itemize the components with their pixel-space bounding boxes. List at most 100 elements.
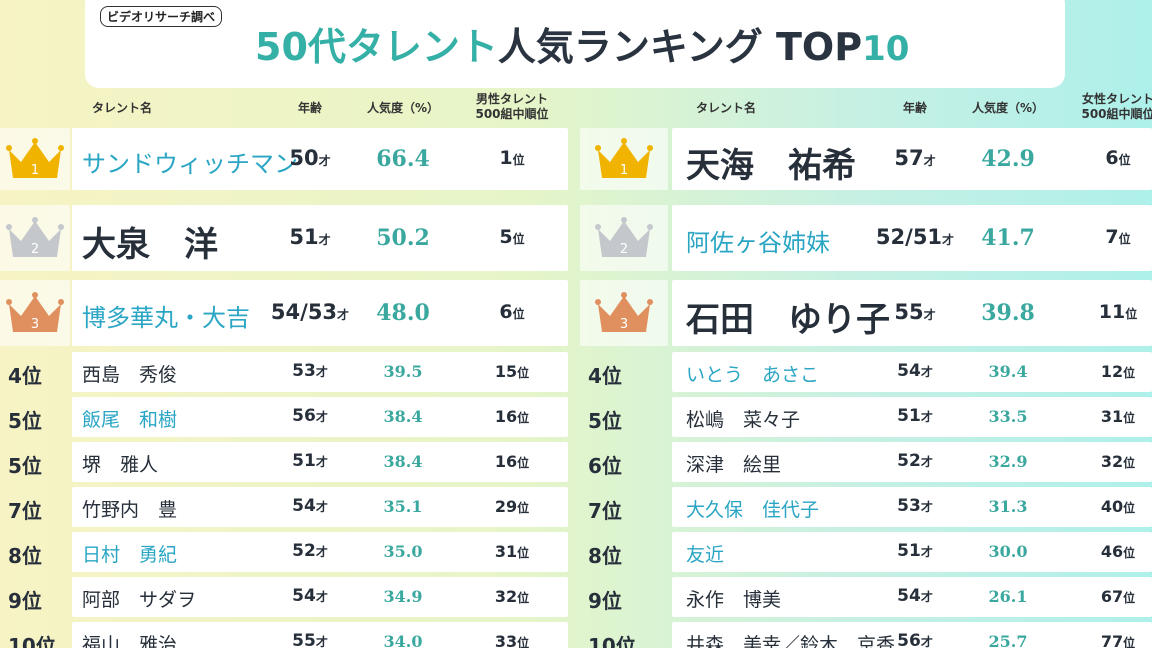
- talent-name: 永作 博美: [686, 589, 782, 612]
- name-cell: [72, 487, 568, 527]
- rank-500-value: 11: [1098, 301, 1126, 324]
- rank-500-unit: 位: [1123, 366, 1136, 381]
- age-unit: 才: [315, 590, 328, 605]
- popularity: 35.1: [383, 497, 423, 517]
- rank-500: 67位: [1068, 587, 1152, 606]
- rank-500: 6位: [1068, 147, 1152, 169]
- age-unit: 才: [920, 500, 933, 515]
- age: 52才: [865, 451, 965, 471]
- popularity: 30.0: [988, 542, 1028, 562]
- popularity: 42.9: [981, 145, 1035, 172]
- rank-500-value: 32: [1100, 452, 1124, 472]
- rank-500-value: 1: [499, 147, 513, 170]
- crown: 1: [6, 138, 64, 178]
- popularity: 66.4: [376, 145, 430, 172]
- logo: ビデオリサーチ調べ: [100, 6, 223, 27]
- age-value: 51: [897, 406, 921, 427]
- rank: 7位: [8, 499, 42, 523]
- talent-name: 博多華丸・大吉: [82, 304, 250, 333]
- column-header: 人気度（%）: [971, 101, 1045, 115]
- crown-rank: 2: [620, 242, 628, 257]
- age-value: 52: [292, 541, 316, 562]
- age-unit: 才: [318, 153, 331, 168]
- age-value: 55: [894, 299, 924, 324]
- name-cell: [672, 577, 1152, 617]
- rank: 7位: [588, 499, 622, 523]
- rank-500-value: 32: [494, 587, 518, 607]
- rank-500: 33位: [462, 632, 562, 648]
- age-unit: 才: [923, 153, 936, 168]
- name-cell: [672, 352, 1152, 392]
- rank-500-value: 29: [494, 497, 518, 517]
- rank-500-value: 67: [1100, 587, 1124, 607]
- age-unit: 才: [920, 545, 933, 560]
- rank-500-unit: 位: [1123, 501, 1136, 516]
- rank-500: 77位: [1068, 632, 1152, 648]
- column-header: 年齢: [297, 101, 322, 115]
- popularity: 34.0: [383, 632, 423, 648]
- popularity: 38.4: [383, 407, 423, 427]
- age-value: 51: [289, 224, 319, 249]
- age: 54才: [865, 361, 965, 381]
- age: 51才: [865, 541, 965, 561]
- rank-500-value: 33: [494, 632, 518, 648]
- age-value: 50: [289, 145, 319, 170]
- rank-500-unit: 位: [1123, 411, 1136, 426]
- name-cell: [72, 205, 568, 271]
- title-box: [85, 0, 1065, 88]
- rank-500: 15位: [462, 362, 562, 381]
- column-header: タレント名: [91, 101, 152, 115]
- age: 57才: [865, 146, 965, 170]
- rank-500-unit: 位: [517, 546, 530, 561]
- name-cell: [672, 205, 1152, 271]
- popularity: 33.5: [988, 407, 1028, 427]
- age: 54才: [260, 586, 360, 606]
- rank-500: 32位: [1068, 452, 1152, 471]
- rank-500: 40位: [1068, 497, 1152, 516]
- age: 53才: [260, 361, 360, 381]
- popularity: 50.2: [376, 224, 430, 251]
- age: 51才: [865, 406, 965, 426]
- name-cell: [672, 622, 1152, 648]
- rank-500-value: 5: [499, 226, 513, 249]
- popularity: 38.4: [383, 452, 423, 472]
- age: 55才: [865, 300, 965, 324]
- title-part: TOP: [775, 25, 863, 69]
- talent-name: 深津 絵里: [686, 454, 782, 477]
- rank-500: 12位: [1068, 362, 1152, 381]
- rank-500-value: 16: [494, 452, 518, 472]
- column-header: タレント名: [695, 101, 756, 115]
- age-unit: 才: [920, 410, 933, 425]
- talent-name: 阿部 サダヲ: [82, 589, 197, 612]
- rank-500-unit: 位: [517, 366, 530, 381]
- rank-500-value: 16: [494, 407, 518, 427]
- rank-500-unit: 位: [517, 456, 530, 471]
- talent-name: 西島 秀俊: [82, 364, 178, 387]
- talent-name: 日村 勇紀: [82, 544, 178, 567]
- popularity: 34.9: [383, 587, 423, 607]
- popularity: 35.0: [383, 542, 423, 562]
- age: 53才: [865, 496, 965, 516]
- name-cell: [72, 397, 568, 437]
- age-value: 51: [897, 541, 921, 562]
- popularity: 48.0: [376, 299, 430, 326]
- rank-500: 16位: [462, 452, 562, 471]
- rank-500-unit: 位: [1123, 456, 1136, 471]
- title-part: 10: [862, 29, 910, 69]
- talent-name: 竹野内 豊: [82, 499, 178, 522]
- rank-500: 16位: [462, 407, 562, 426]
- rank-500-unit: 位: [1123, 591, 1136, 606]
- age-unit: 才: [315, 635, 328, 648]
- age: 52才: [260, 541, 360, 561]
- talent-name: 友近: [686, 544, 725, 567]
- name-cell: [72, 577, 568, 617]
- rank-500: 29位: [462, 497, 562, 516]
- name-cell: [672, 128, 1152, 190]
- crown-rank: 1: [620, 163, 628, 178]
- age-value: 54: [897, 361, 921, 382]
- talent-name: いとう あさこ: [686, 364, 820, 387]
- name-cell: [672, 487, 1152, 527]
- age-unit: 才: [337, 307, 350, 322]
- name-cell: [672, 442, 1152, 482]
